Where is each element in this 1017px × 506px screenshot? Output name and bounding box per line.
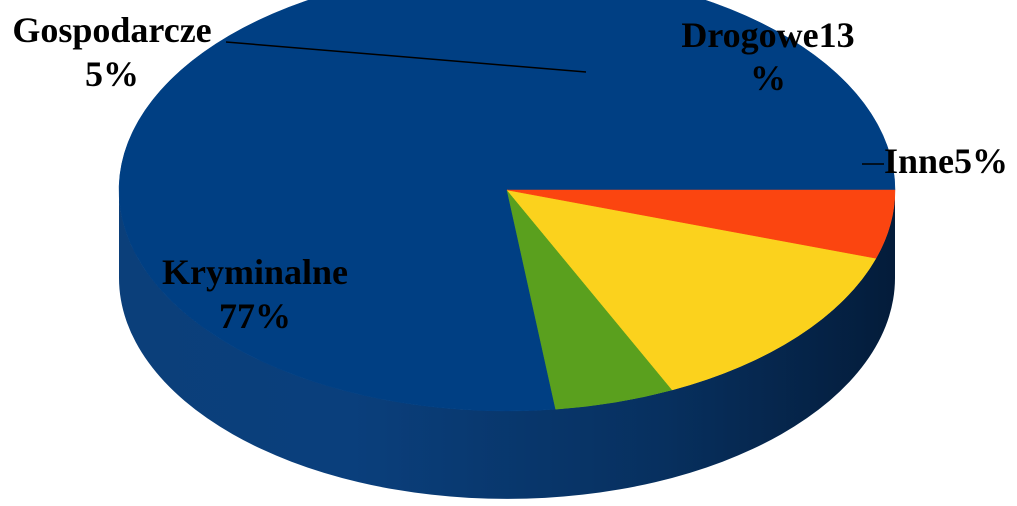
slice-label-kryminalne: Kryminalne bbox=[162, 252, 348, 292]
slice-label-gospodarcze: Gospodarcze bbox=[12, 10, 211, 50]
slice-drogowe bbox=[506, 189, 877, 391]
pie-side-layer bbox=[119, 190, 895, 499]
slice-gospodarcze bbox=[506, 189, 896, 259]
slice-label-kryminalne-line2: 77% bbox=[219, 296, 291, 336]
slice-label-drogowe-line2: % bbox=[750, 58, 786, 98]
leader-line-gospodarcze bbox=[225, 41, 587, 73]
slice-label-gospodarcze-line2: 5% bbox=[85, 54, 139, 94]
pie-top-layer bbox=[118, 0, 896, 412]
leader-lines bbox=[225, 41, 884, 165]
slice-label-inne: Inne5% bbox=[884, 141, 1008, 181]
slice-side-kryminalne bbox=[119, 190, 895, 499]
slice-label-drogowe: Drogowe13 bbox=[681, 15, 854, 55]
slice-kryminalne bbox=[118, 0, 896, 412]
